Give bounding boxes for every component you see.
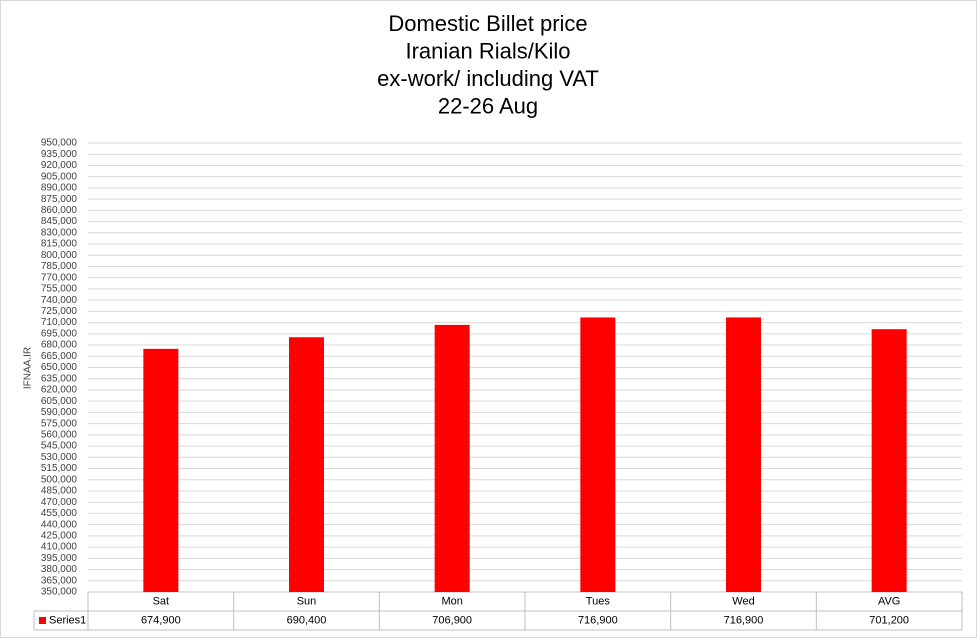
y-tick-label: 410,000	[41, 542, 78, 553]
y-tick-label: 770,000	[41, 272, 78, 283]
y-tick-label: 785,000	[41, 261, 78, 272]
table-value: 716,900	[724, 614, 764, 626]
y-tick-label: 455,000	[41, 508, 78, 519]
y-tick-label: 845,000	[41, 216, 78, 227]
y-tick-label: 875,000	[41, 194, 78, 205]
x-tick-label: Sat	[153, 595, 170, 607]
y-tick-label: 380,000	[41, 564, 78, 575]
y-tick-label: 800,000	[41, 250, 78, 261]
table-value: 690,400	[287, 614, 327, 626]
bar	[143, 348, 179, 592]
y-tick-label: 680,000	[41, 340, 78, 351]
x-tick-label: AVG	[878, 595, 900, 607]
y-tick-label: 815,000	[41, 239, 78, 250]
y-tick-label: 755,000	[41, 284, 78, 295]
y-tick-label: 425,000	[41, 531, 78, 542]
y-tick-label: 350,000	[41, 587, 78, 598]
bar	[289, 337, 324, 592]
y-tick-label: 605,000	[41, 396, 78, 407]
y-tick-label: 905,000	[41, 171, 78, 182]
y-tick-label: 695,000	[41, 328, 78, 339]
chart-title: Iranian Rials/Kilo	[405, 38, 570, 63]
y-tick-label: 935,000	[41, 149, 78, 160]
bar	[580, 317, 616, 592]
x-tick-label: Mon	[441, 595, 462, 607]
y-tick-label: 950,000	[41, 138, 78, 149]
y-tick-label: 440,000	[41, 519, 78, 530]
chart-title: 22-26 Aug	[438, 93, 538, 118]
table-value: 706,900	[432, 614, 472, 626]
y-tick-label: 860,000	[41, 205, 78, 216]
y-tick-label: 485,000	[41, 486, 78, 497]
legend-swatch	[39, 617, 46, 624]
y-tick-label: 560,000	[41, 429, 78, 440]
y-tick-label: 470,000	[41, 497, 78, 508]
table-value: 674,900	[141, 614, 181, 626]
chart-title: Domestic Billet price	[388, 11, 587, 36]
y-tick-label: 740,000	[41, 295, 78, 306]
legend-label: Series1	[49, 614, 86, 626]
y-tick-label: 365,000	[41, 575, 78, 586]
x-tick-label: Wed	[732, 595, 754, 607]
y-tick-label: 515,000	[41, 463, 78, 474]
bar	[871, 329, 907, 592]
x-tick-label: Sun	[297, 595, 317, 607]
y-tick-label: 920,000	[41, 160, 78, 171]
table-value: 716,900	[578, 614, 618, 626]
y-tick-label: 500,000	[41, 474, 78, 485]
y-tick-label: 590,000	[41, 407, 78, 418]
y-tick-label: 665,000	[41, 351, 78, 362]
chart-title: ex-work/ including VAT	[377, 66, 599, 91]
y-tick-label: 635,000	[41, 373, 78, 384]
bar	[726, 317, 761, 592]
x-tick-label: Tues	[586, 595, 611, 607]
y-tick-label: 890,000	[41, 183, 78, 194]
y-tick-label: 530,000	[41, 452, 78, 463]
y-tick-label: 650,000	[41, 362, 78, 373]
bar	[434, 324, 470, 592]
table-value: 701,200	[869, 614, 909, 626]
y-tick-label: 710,000	[41, 317, 78, 328]
y-tick-label: 620,000	[41, 385, 78, 396]
y-tick-label: 545,000	[41, 441, 78, 452]
y-tick-label: 575,000	[41, 418, 78, 429]
y-tick-label: 725,000	[41, 306, 78, 317]
y-tick-label: 830,000	[41, 227, 78, 238]
y-tick-label: 395,000	[41, 553, 78, 564]
y-axis-title: IFNAA.IR	[23, 347, 34, 389]
